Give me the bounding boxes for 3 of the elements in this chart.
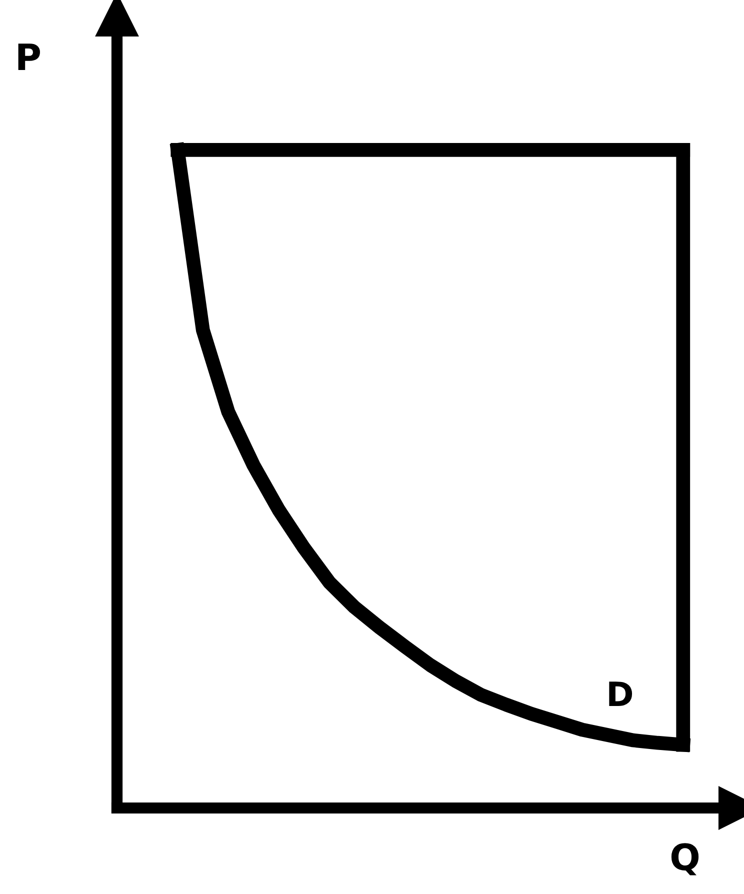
annotation: D: [609, 682, 632, 706]
x-axis-title: Q: [671, 843, 699, 876]
y-axis-title: P: [18, 44, 40, 70]
